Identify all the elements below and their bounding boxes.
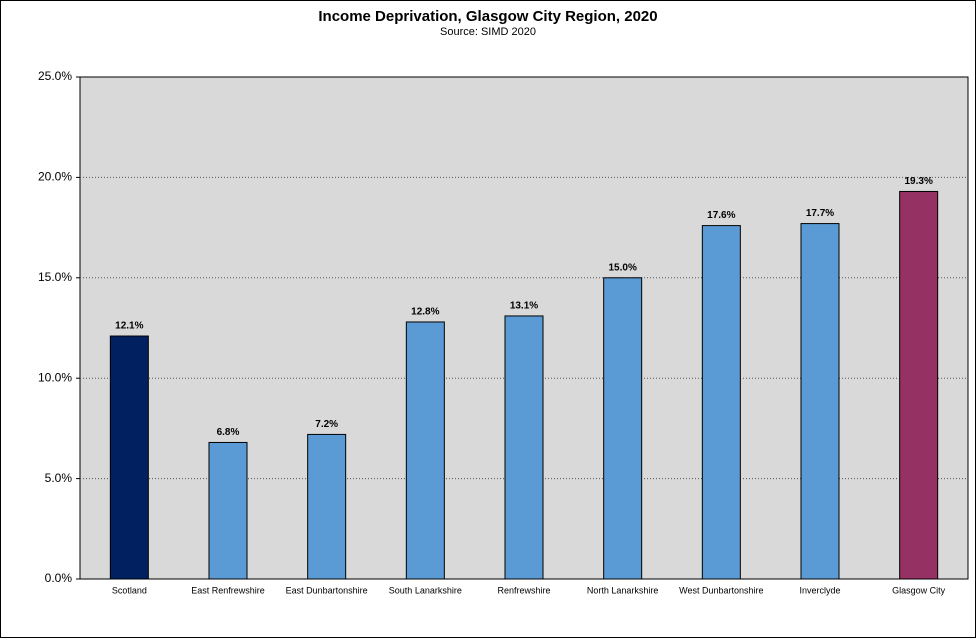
y-tick-label: 25.0% (38, 69, 72, 83)
bar (405, 321, 445, 580)
chart-title: Income Deprivation, Glasgow City Region,… (318, 8, 657, 25)
bar (307, 433, 347, 580)
x-tick-label: North Lanarkshire (587, 585, 659, 595)
bar (899, 190, 939, 580)
y-tick-label: 20.0% (38, 170, 72, 184)
x-tick-label: Glasgow City (892, 585, 946, 595)
x-tick-label: South Lanarkshire (389, 585, 462, 595)
x-tick-label: East Dunbartonshire (286, 585, 368, 595)
bar (208, 441, 248, 580)
y-tick-label: 5.0% (45, 471, 73, 485)
value-label: 12.1% (115, 321, 143, 332)
bar (800, 223, 840, 580)
value-label: 15.0% (608, 262, 636, 273)
bar (109, 335, 149, 580)
value-label: 12.8% (411, 307, 439, 318)
y-tick-label: 15.0% (38, 270, 72, 284)
y-tick-label: 10.0% (38, 370, 72, 384)
y-tick-label: 0.0% (45, 571, 73, 585)
x-tick-label: East Renfrewshire (191, 585, 265, 595)
bar (603, 277, 643, 580)
chart-subtitle: Source: SIMD 2020 (440, 26, 536, 38)
x-tick-label: Renfrewshire (497, 585, 550, 595)
value-label: 17.7% (806, 208, 834, 219)
x-tick-label: Scotland (112, 585, 147, 595)
value-label: 13.1% (510, 301, 538, 312)
x-tick-label: Inverclyde (799, 585, 840, 595)
value-label: 7.2% (315, 419, 338, 430)
bar (504, 315, 544, 580)
value-label: 17.6% (707, 210, 735, 221)
value-label: 19.3% (904, 176, 932, 187)
value-label: 6.8% (217, 427, 240, 438)
x-tick-label: West Dunbartonshire (679, 585, 763, 595)
bar (701, 225, 741, 580)
